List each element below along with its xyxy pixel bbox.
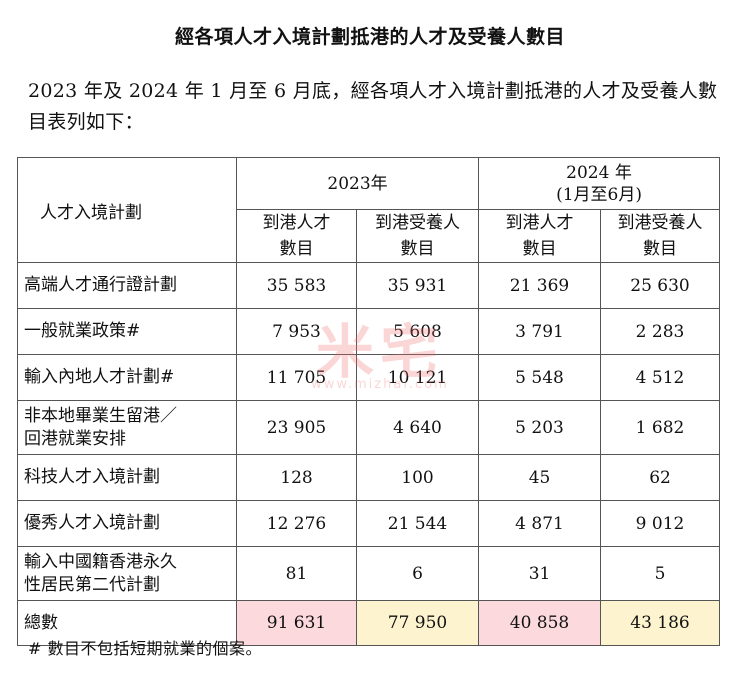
total-label: 總數 — [17, 600, 237, 646]
cell-2023-talent: 81 — [236, 546, 357, 601]
subheader-text: 數目 — [279, 239, 314, 259]
cell-2024-talent: 5 203 — [478, 400, 602, 455]
subheader-text: 數目 — [643, 239, 678, 259]
cell-2023-dependants: 100 — [355, 454, 480, 501]
year-2024-label: 2024 年 — [566, 162, 632, 183]
cell-2023-talent: 12 276 — [236, 500, 357, 547]
cell-2023-dependants: 10 121 — [355, 354, 480, 401]
scheme-name: 優秀人才入境計劃 — [17, 500, 237, 547]
cell-2023-talent: 11 705 — [236, 354, 357, 401]
cell-2024-talent: 31 — [478, 546, 602, 601]
year-2023-header: 2023年 — [235, 157, 480, 210]
subheader-2024-dependants: 到港受養人 數目 — [600, 209, 721, 263]
cell-2024-dependants: 1 682 — [600, 400, 721, 455]
footnote: # 數目不包括短期就業的個案。 — [28, 639, 262, 658]
cell-2023-talent: 23 905 — [236, 400, 357, 455]
cell-2024-talent: 5 548 — [478, 354, 602, 401]
cell-2023-talent: 35 583 — [236, 262, 357, 309]
scheme-name-text: 輸入內地人才計劃# — [24, 367, 175, 387]
cell-2024-dependants: 4 512 — [600, 354, 721, 401]
scheme-name-text: 非本地畢業生留港／ — [24, 405, 177, 426]
cell-2023-dependants: 21 544 — [355, 500, 480, 547]
cell-2024-talent: 3 791 — [478, 308, 602, 355]
subheader-2023-dependants: 到港受養人 數目 — [355, 209, 480, 263]
cell-2024-dependants: 2 283 — [600, 308, 721, 355]
scheme-name-text: 高端人才通行證計劃 — [24, 275, 177, 295]
subheader-2024-talent: 到港人才 數目 — [478, 209, 602, 263]
scheme-name-text: 一般就業政策# — [24, 321, 141, 341]
total-row: 總數 91 631 77 950 40 858 43 186 — [17, 600, 721, 646]
subheader-text: 數目 — [400, 239, 435, 259]
year-2024-header: 2024 年 (1月至6月) — [478, 157, 721, 210]
scheme-name: 非本地畢業生留港／ 回港就業安排 — [17, 400, 237, 455]
subheader-text: 到港人才 — [505, 213, 574, 233]
scheme-name-text: 優秀人才入境計劃 — [24, 513, 160, 533]
table-row: 輸入內地人才計劃# 11 705 10 121 5 548 4 512 — [17, 354, 721, 401]
scheme-name-text: 回港就業安排 — [24, 428, 126, 449]
total-2024-talent: 40 858 — [478, 600, 602, 646]
table-row: 優秀人才入境計劃 12 276 21 544 4 871 9 012 — [17, 500, 721, 547]
subheader-text: 到港受養人 — [617, 213, 703, 233]
total-2024-dependants: 43 186 — [600, 600, 721, 646]
table-subheader-row: 到港人才 數目 到港受養人 數目 到港人才 數目 到港受養人 數目 — [18, 209, 721, 263]
cell-2023-dependants: 4 640 — [355, 400, 480, 455]
year-2024-period: (1月至6月) — [556, 184, 642, 205]
cell-2023-dependants: 35 931 — [355, 262, 480, 309]
scheme-name: 高端人才通行證計劃 — [17, 262, 237, 309]
cell-2024-talent: 4 871 — [478, 500, 602, 547]
table-row: 輸入中國籍香港永久 性居民第二代計劃 81 6 31 5 — [17, 546, 721, 601]
subheader-text: 到港受養人 — [375, 213, 460, 233]
scheme-column-header: 人才入境計劃 — [17, 157, 237, 263]
cell-2024-talent: 21 369 — [478, 262, 602, 309]
scheme-name-text: 輸入中國籍香港永久 — [24, 551, 177, 572]
scheme-name: 科技人才入境計劃 — [17, 454, 237, 501]
subheader-text: 數目 — [522, 239, 557, 259]
table-header-row: 人才入境計劃 2023年 2024 年 (1月至6月) — [17, 157, 721, 263]
table-row: 高端人才通行證計劃 35 583 35 931 21 369 25 630 — [17, 262, 721, 309]
cell-2023-dependants: 5 608 — [355, 308, 480, 355]
subheader-2023-talent: 到港人才 數目 — [236, 209, 357, 263]
page-title: 經各項人才入境計劃抵港的人才及受養人數目 — [174, 26, 565, 48]
cell-2023-talent: 128 — [236, 454, 357, 501]
scheme-name: 輸入中國籍香港永久 性居民第二代計劃 — [17, 546, 237, 601]
total-2023-talent: 91 631 — [236, 600, 357, 646]
table-row: 一般就業政策# 7 953 5 608 3 791 2 283 — [17, 308, 721, 355]
scheme-name: 一般就業政策# — [17, 308, 237, 355]
cell-2023-dependants: 6 — [355, 546, 480, 601]
cell-2024-dependants: 25 630 — [600, 262, 721, 309]
scheme-name: 輸入內地人才計劃# — [17, 354, 237, 401]
subheader-text: 到港人才 — [262, 213, 331, 233]
cell-2024-dependants: 9 012 — [600, 500, 721, 547]
intro-paragraph: 2023 年及 2024 年 1 月至 6 月底，經各項人才入境計劃抵港的人才及… — [28, 80, 718, 133]
scheme-name-text: 科技人才入境計劃 — [24, 467, 160, 487]
talent-arrivals-table: 人才入境計劃 2023年 2024 年 (1月至6月) 到港人才 數目 到港受養… — [17, 157, 721, 646]
table-row: 科技人才入境計劃 128 100 45 62 — [17, 454, 721, 501]
total-2023-dependants: 77 950 — [355, 600, 480, 646]
cell-2023-talent: 7 953 — [236, 308, 357, 355]
cell-2024-dependants: 62 — [600, 454, 721, 501]
cell-2024-dependants: 5 — [600, 546, 721, 601]
cell-2024-talent: 45 — [478, 454, 602, 501]
table-row: 非本地畢業生留港／ 回港就業安排 23 905 4 640 5 203 1 68… — [17, 400, 721, 455]
scheme-name-text: 性居民第二代計劃 — [24, 574, 160, 595]
